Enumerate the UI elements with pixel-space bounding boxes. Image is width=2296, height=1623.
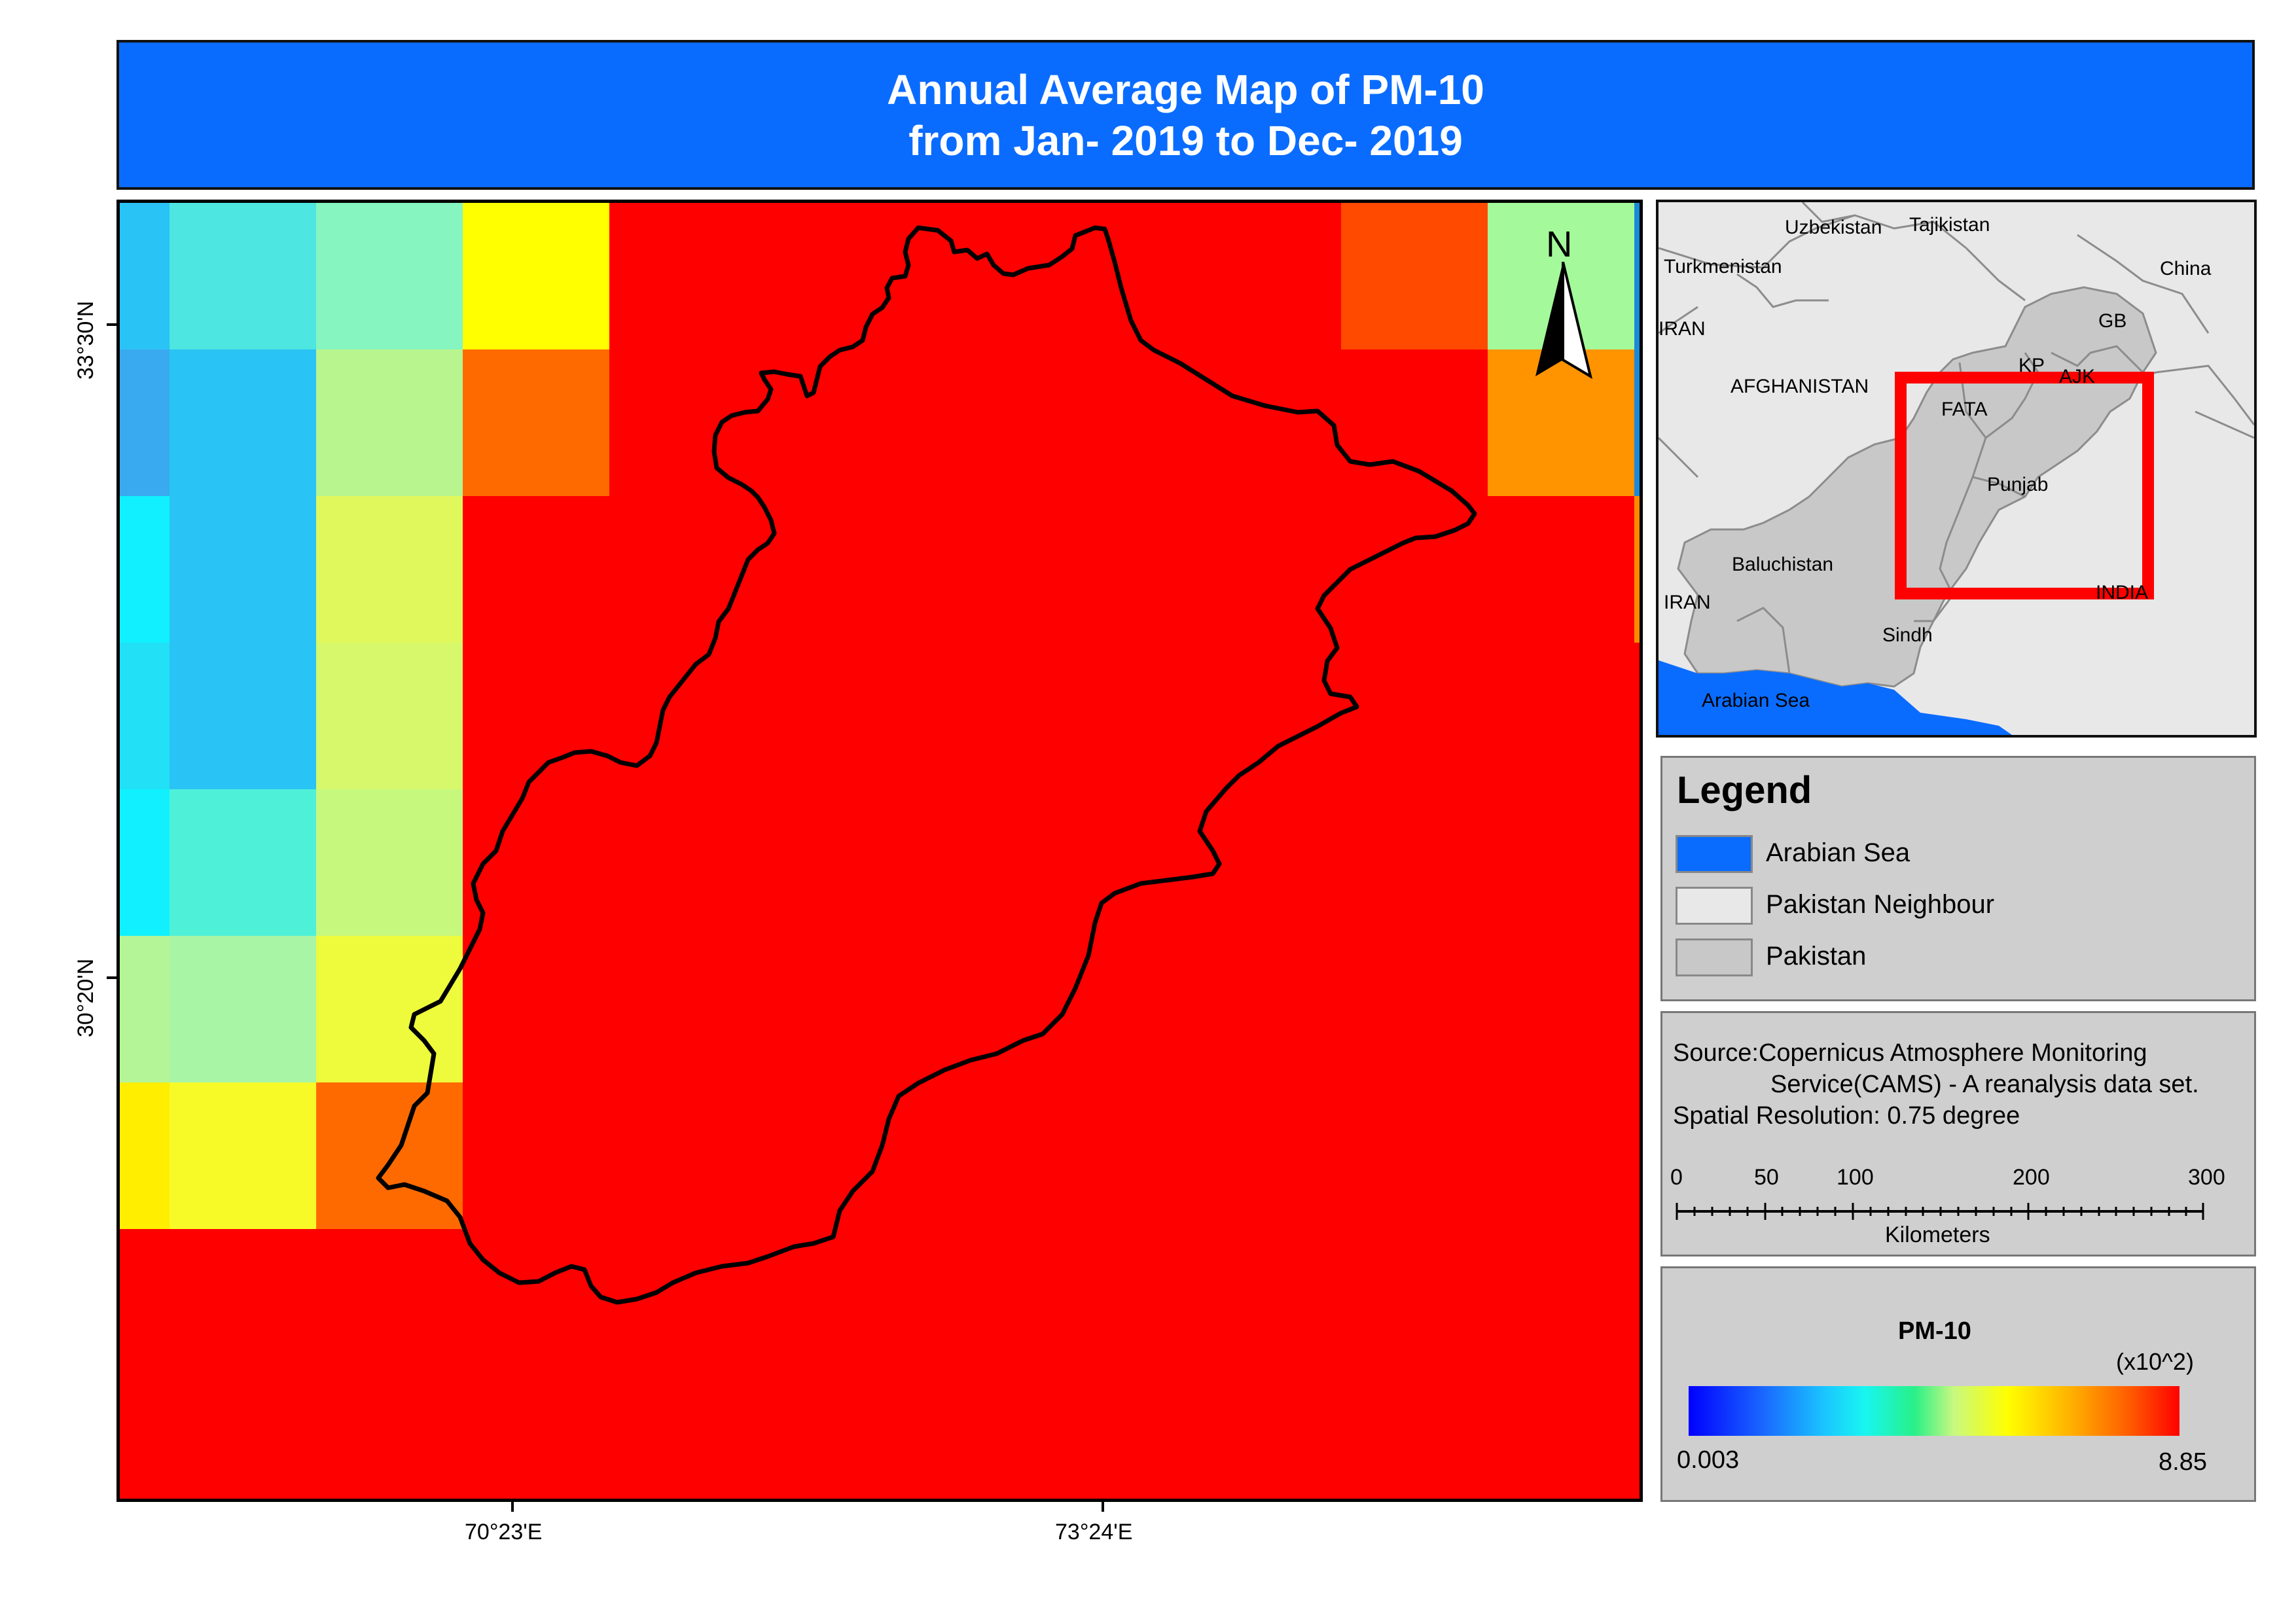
lat-tick-1 xyxy=(107,323,117,326)
label-uzbekistan: Uzbekistan xyxy=(1785,217,1882,238)
legend-swatch-pakistan xyxy=(1676,938,1753,976)
inset-locator-map[interactable]: Uzbekistan Tajikistan Turkmenistan China… xyxy=(1656,200,2257,738)
legend-panel: Legend Arabian Sea Pakistan Neighbour Pa… xyxy=(1660,756,2256,1001)
scale-tick-300: 300 xyxy=(2188,1165,2225,1190)
label-ajk: AJK xyxy=(2059,366,2096,387)
punjab-boundary xyxy=(376,225,1477,1305)
legend-label-arabian-sea: Arabian Sea xyxy=(1766,838,1910,867)
label-turkmenistan: Turkmenistan xyxy=(1664,256,1782,277)
lon-tick-1 xyxy=(511,1502,514,1512)
label-iran-bottom: IRAN xyxy=(1664,592,1711,613)
label-afghanistan: AFGHANISTAN xyxy=(1731,376,1869,397)
scale-tick-100: 100 xyxy=(1837,1165,1874,1190)
label-kp: KP xyxy=(2018,355,2045,376)
north-arrow: N xyxy=(1530,223,1596,380)
north-arrow-label: N xyxy=(1546,223,1573,264)
extent-box xyxy=(1895,372,2154,599)
lat-tick-2 xyxy=(107,976,117,979)
legend-swatch-neighbour xyxy=(1676,887,1753,925)
label-gb: GB xyxy=(2098,310,2127,332)
label-iran-top: IRAN xyxy=(1659,318,1706,340)
legend-title: Legend xyxy=(1677,769,1812,812)
source-line1: Source:Copernicus Atmosphere Monitoring xyxy=(1673,1039,2147,1067)
source-line2: Service(CAMS) - A reanalysis data set. xyxy=(1770,1071,2199,1098)
source-line3: Spatial Resolution: 0.75 degree xyxy=(1673,1102,2020,1130)
label-india: INDIA xyxy=(2096,582,2149,603)
colorbar-max: 8.85 xyxy=(2159,1448,2207,1476)
legend-label-pakistan: Pakistan xyxy=(1766,942,1867,971)
lon-tick-2 xyxy=(1102,1502,1104,1512)
colorbar-multiplier: (x10^2) xyxy=(2116,1348,2194,1375)
scale-tick-200: 200 xyxy=(2013,1165,2050,1190)
label-fata: FATA xyxy=(1941,399,1988,420)
colorbar-panel: PM-10 (x10^2) 0.003 8.85 xyxy=(1660,1266,2256,1502)
lat-label-33-30: 33°30'N xyxy=(73,300,98,380)
legend-label-neighbour: Pakistan Neighbour xyxy=(1766,890,1995,919)
legend-swatch-arabian-sea xyxy=(1676,835,1753,873)
map-title-line1: Annual Average Map of PM-10 xyxy=(887,65,1484,113)
colorbar-title: PM-10 xyxy=(1898,1317,1971,1345)
lon-label-73-24: 73°24'E xyxy=(1055,1520,1133,1544)
lat-label-30-20: 30°20'N xyxy=(73,958,98,1037)
main-map[interactable]: N xyxy=(117,200,1643,1502)
scale-tick-0: 0 xyxy=(1670,1165,1683,1190)
colorbar-gradient xyxy=(1689,1386,2179,1436)
north-arrow-icon xyxy=(1535,262,1593,380)
arabian-sea-shape xyxy=(1659,660,2012,735)
label-sindh: Sindh xyxy=(1882,624,1933,646)
map-title-bar: Annual Average Map of PM-10 from Jan- 20… xyxy=(117,40,2255,190)
map-title-line2: from Jan- 2019 to Dec- 2019 xyxy=(908,116,1463,164)
lon-label-70-23: 70°23'E xyxy=(465,1520,543,1544)
pm10-raster xyxy=(120,203,1640,1305)
scale-bar-graphic xyxy=(1676,1203,2204,1220)
inset-shapes xyxy=(1659,202,2254,735)
label-arabian-sea: Arabian Sea xyxy=(1702,690,1810,711)
scale-unit: Kilometers xyxy=(1885,1222,1990,1247)
source-scale-panel: Source:Copernicus Atmosphere Monitoring … xyxy=(1660,1011,2256,1257)
scale-bar: 0 50 100 200 300 xyxy=(1662,1013,2258,1258)
scale-tick-50: 50 xyxy=(1754,1165,1779,1190)
label-baluchistan: Baluchistan xyxy=(1732,554,1834,575)
label-punjab: Punjab xyxy=(1987,474,2049,495)
label-china: China xyxy=(2160,258,2212,279)
label-tajikistan: Tajikistan xyxy=(1909,214,1990,236)
colorbar-min: 0.003 xyxy=(1677,1446,1740,1474)
